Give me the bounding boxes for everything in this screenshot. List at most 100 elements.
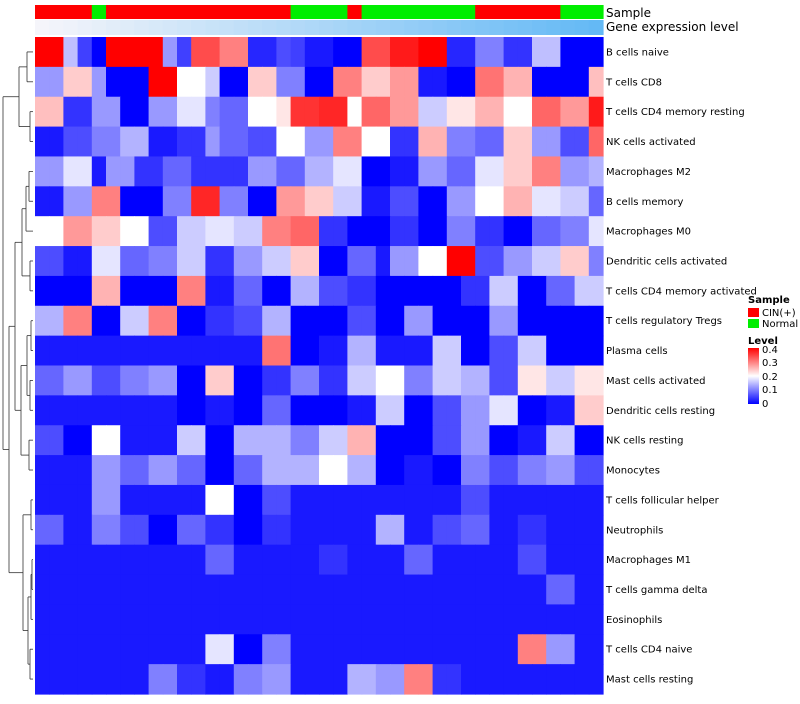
heatmap-cell <box>63 156 79 187</box>
heatmap-cell <box>432 246 448 277</box>
heatmap-cell <box>319 395 334 426</box>
heatmap-cell <box>546 96 561 128</box>
heatmap-cell <box>233 395 249 426</box>
heatmap-cell <box>532 574 547 606</box>
heatmap-cell <box>489 305 505 337</box>
heatmap-cell <box>517 305 533 337</box>
heatmap-cell <box>574 634 590 665</box>
heatmap-cell <box>560 574 576 606</box>
heatmap-cell <box>304 484 320 516</box>
heatmap-cell <box>489 574 505 606</box>
heatmap-cell <box>177 425 192 456</box>
heatmap-cell <box>248 574 263 606</box>
heatmap-cell <box>248 455 263 486</box>
heatmap-cell <box>219 275 235 307</box>
heatmap-cell <box>233 305 249 337</box>
heatmap-cell <box>290 186 306 217</box>
heatmap-cell <box>35 186 50 217</box>
heatmap-cell <box>489 634 505 665</box>
heatmap-cell <box>461 126 476 158</box>
heatmap-cell <box>560 664 576 695</box>
heatmap-cell <box>248 126 263 158</box>
heatmap-cell <box>375 96 391 128</box>
heatmap-cell <box>319 305 334 337</box>
heatmap-cell <box>205 365 221 396</box>
heatmap-cell <box>162 395 178 426</box>
heatmap-cell <box>120 335 135 367</box>
heatmap-cell <box>219 604 235 635</box>
heatmap-cell <box>390 604 405 635</box>
heatmap-cell <box>262 96 277 128</box>
heatmap-cell <box>517 365 533 396</box>
heatmap-cell <box>333 246 348 277</box>
heatmap-cell <box>290 425 306 456</box>
heatmap-cell <box>361 275 377 307</box>
heatmap-cell <box>461 455 476 486</box>
heatmap-cell <box>134 37 150 68</box>
heatmap-cell <box>560 365 576 396</box>
heatmap-cell <box>49 425 64 456</box>
heatmap-cell <box>347 514 363 546</box>
heatmap-cell <box>375 544 391 576</box>
heatmap-cell <box>35 216 50 247</box>
heatmap-cell <box>290 246 306 277</box>
heatmap-cell <box>191 455 206 486</box>
heatmap-cell <box>205 275 221 307</box>
heatmap-cell <box>361 395 377 426</box>
heatmap-cell <box>205 514 221 546</box>
heatmap-cell <box>361 604 377 635</box>
row-label: Plasma cells <box>606 346 668 357</box>
heatmap-cell <box>446 544 462 576</box>
gene-annotation-cell <box>91 20 107 35</box>
heatmap-cell <box>134 604 150 635</box>
heatmap-cell <box>475 275 490 307</box>
heatmap-cell <box>588 544 604 576</box>
heatmap-cell <box>489 514 505 546</box>
heatmap-cell <box>148 365 164 396</box>
heatmap-cell <box>489 425 505 456</box>
heatmap-cell <box>205 66 221 98</box>
heatmap-cell <box>574 395 590 426</box>
heatmap-cell <box>404 664 419 695</box>
heatmap-cell <box>333 37 348 68</box>
heatmap-cell <box>35 246 50 277</box>
heatmap-cell <box>134 395 150 426</box>
heatmap-cell <box>517 96 533 128</box>
row-label: Macrophages M0 <box>606 227 691 238</box>
heatmap-cell <box>404 365 419 396</box>
heatmap-cell <box>574 156 590 187</box>
heatmap-cell <box>177 275 192 307</box>
heatmap-cell <box>233 275 249 307</box>
heatmap-cell <box>233 544 249 576</box>
heatmap-cell <box>63 395 79 426</box>
heatmap-cell <box>475 96 490 128</box>
heatmap-cell <box>63 126 79 158</box>
heatmap-cell <box>404 246 419 277</box>
heatmap-cell <box>517 37 533 68</box>
heatmap-cell <box>574 96 590 128</box>
heatmap-cell <box>574 305 590 337</box>
heatmap-cell <box>162 664 178 695</box>
gene-annotation-cell <box>162 20 178 35</box>
heatmap-cell <box>361 126 377 158</box>
heatmap-cell <box>489 126 505 158</box>
heatmap-cell <box>77 156 93 187</box>
heatmap-cell <box>560 246 576 277</box>
heatmap-cell <box>106 544 121 576</box>
heatmap-cell <box>574 126 590 158</box>
heatmap-cell <box>177 634 192 665</box>
heatmap-cell <box>588 216 604 247</box>
heatmap-cell <box>91 96 107 128</box>
heatmap-cell <box>205 305 221 337</box>
heatmap-cell <box>475 664 490 695</box>
heatmap-cell <box>49 544 64 576</box>
heatmap-cell <box>517 186 533 217</box>
heatmap-cell <box>120 96 135 128</box>
heatmap-cell <box>390 664 405 695</box>
heatmap-cell <box>77 484 93 516</box>
heatmap-cell <box>319 335 334 367</box>
heatmap-cell <box>276 186 292 217</box>
heatmap-cell <box>446 395 462 426</box>
heatmap-cell <box>574 664 590 695</box>
heatmap-cell <box>63 96 79 128</box>
